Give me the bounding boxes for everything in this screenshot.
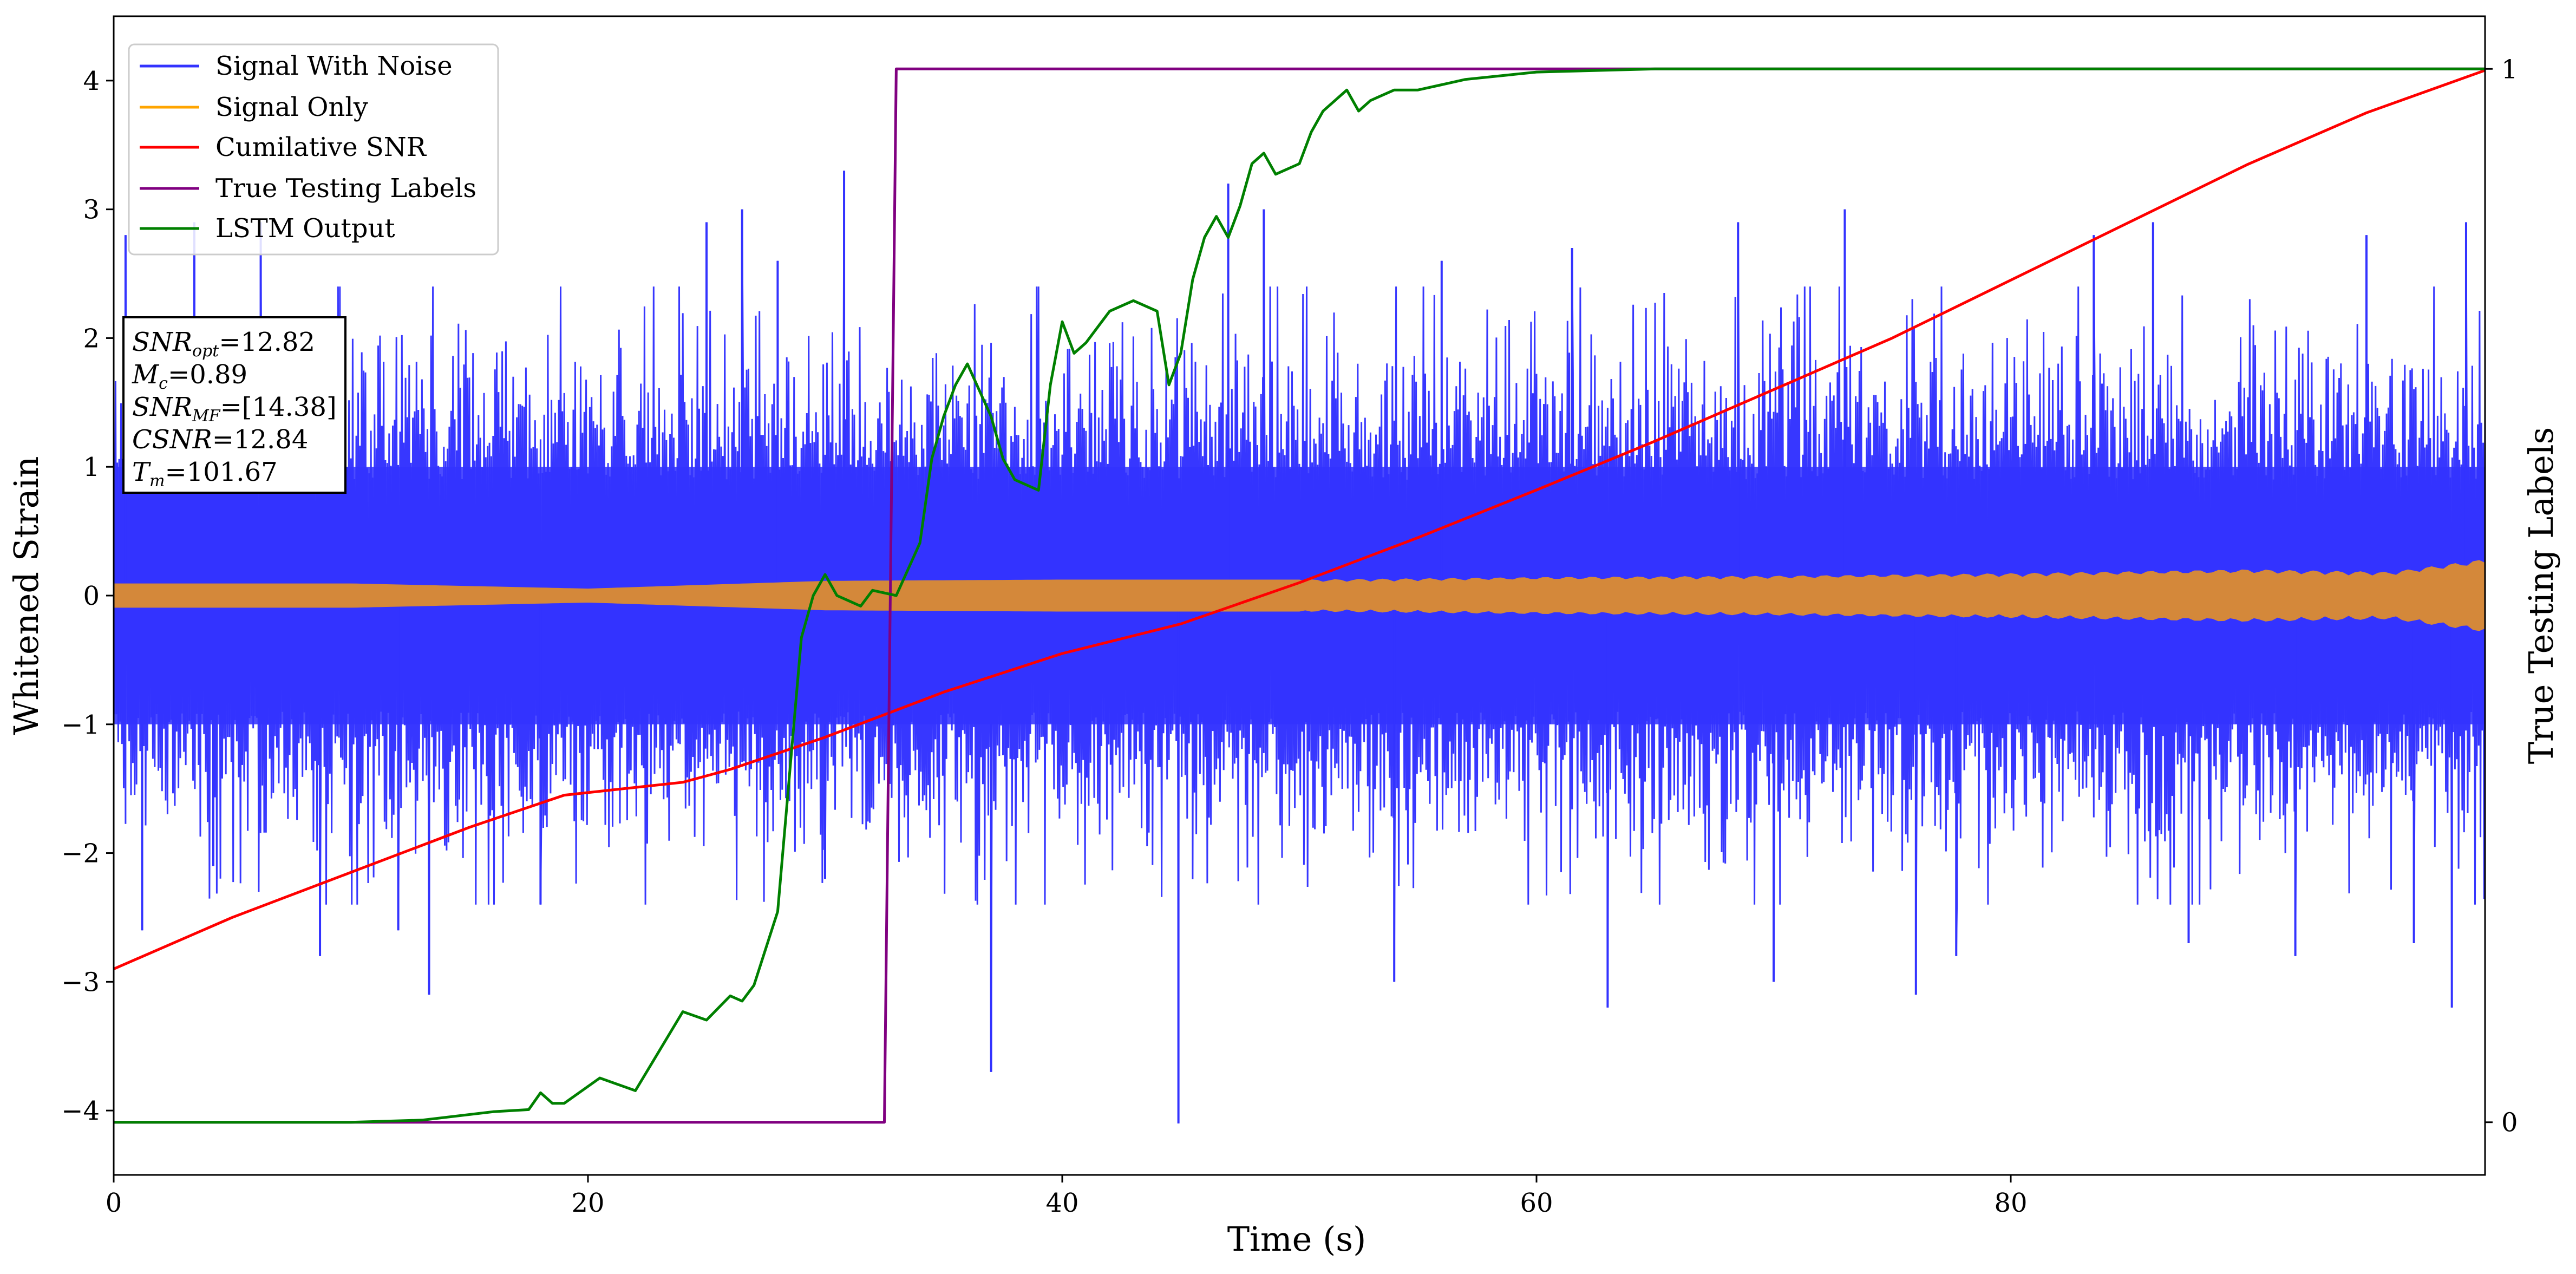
legend: Signal With Noise Signal Only Cumilative… — [128, 43, 499, 256]
legend-label-signal-only: Signal Only — [215, 92, 368, 122]
x-tick-label: 40 — [1045, 1188, 1078, 1218]
series-band-signal-only — [114, 560, 2485, 631]
x-tick-label: 60 — [1520, 1188, 1553, 1218]
series-lines — [114, 67, 2485, 1124]
info-line-snr-opt: SNRopt=12.82 — [132, 327, 315, 361]
y2-tick-label: 0 — [2501, 1108, 2518, 1138]
info-box-frame — [122, 316, 346, 494]
y-tick-label: −3 — [61, 967, 100, 997]
info-box: SNRopt=12.82 Mc=0.89 SNRMF=[14.38] CSNR=… — [122, 316, 346, 494]
y-axis-label: Whitened Strain — [6, 456, 46, 735]
legend-box — [128, 43, 499, 256]
series-line-lstm-output — [114, 67, 2485, 1124]
y-tick-label: 2 — [83, 323, 100, 354]
info-line-csnr: CSNR=12.84 — [132, 424, 308, 455]
legend-label-signal-with-noise: Signal With Noise — [215, 51, 453, 81]
info-line-tm: Tm=101.67 — [132, 457, 278, 491]
y-tick-label: 1 — [83, 452, 100, 482]
x-axis-label: Time (s) — [1227, 1219, 1367, 1259]
legend-label-cumilative-snr: Cumilative SNR — [215, 132, 427, 162]
legend-label-true-testing-labels: True Testing Labels — [215, 173, 476, 204]
legend-label-lstm-output: LSTM Output — [215, 213, 395, 244]
y-tick-label: 4 — [83, 66, 100, 96]
x-tick-label: 20 — [571, 1188, 604, 1218]
y-tick-label: −1 — [61, 710, 100, 740]
series-line-cumilative-snr — [114, 69, 2485, 970]
x-tick-label: 0 — [106, 1188, 122, 1218]
y-tick-label: −2 — [61, 839, 100, 869]
info-line-snr-mf: SNRMF=[14.38] — [132, 392, 337, 426]
x-tick-label: 80 — [1994, 1188, 2027, 1218]
info-line-mc: Mc=0.89 — [132, 360, 247, 393]
y2-tick-label: 1 — [2501, 54, 2518, 84]
y2-axis-label: True Testing Labels — [2521, 427, 2561, 765]
y-tick-label: −4 — [61, 1096, 100, 1126]
y-tick-label: 3 — [83, 195, 100, 225]
y-tick-label: 0 — [83, 581, 100, 611]
series-signal-only — [114, 560, 2485, 631]
